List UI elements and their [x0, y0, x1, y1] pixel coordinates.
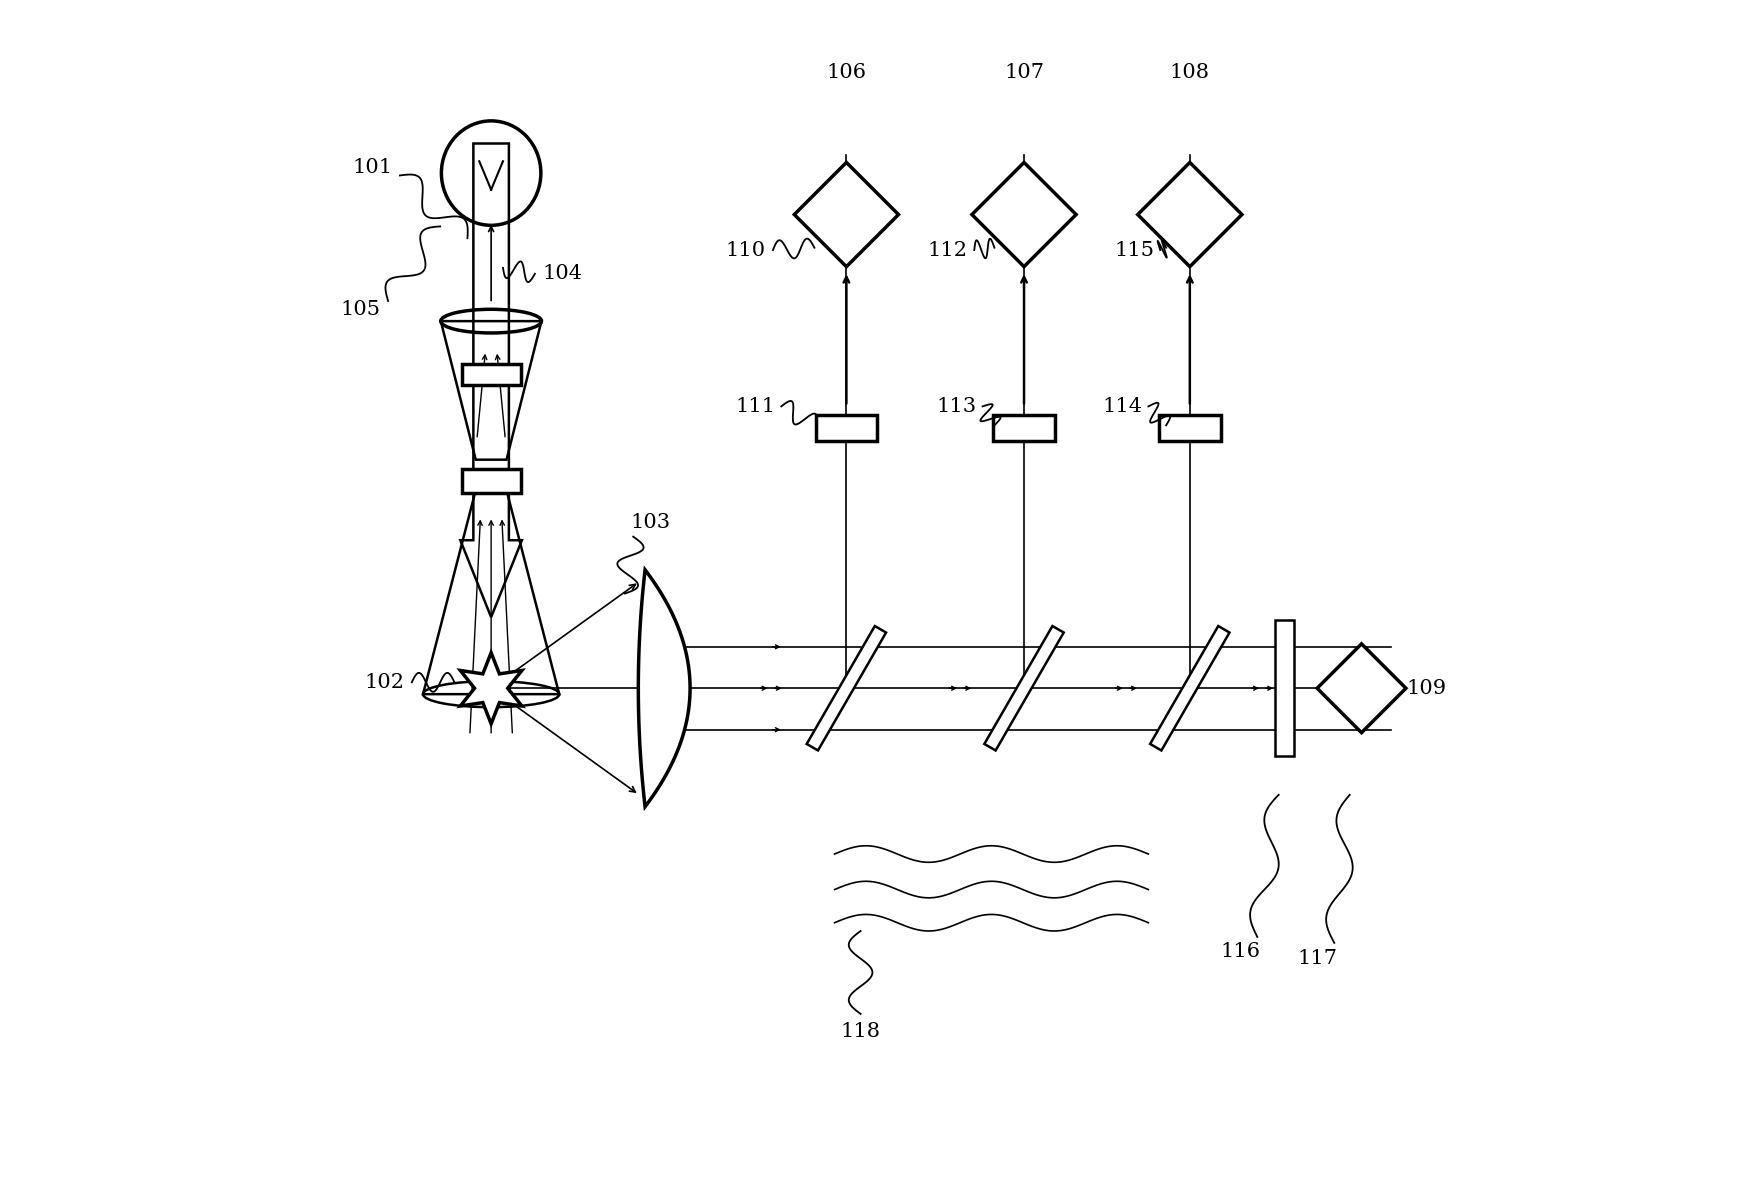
Text: 108: 108 [1170, 63, 1211, 82]
Polygon shape [794, 163, 899, 267]
Bar [1275, 620, 1295, 756]
Polygon shape [1149, 626, 1230, 750]
Polygon shape [461, 653, 522, 724]
Polygon shape [806, 626, 887, 750]
Text: 105: 105 [342, 300, 380, 319]
Text: 118: 118 [841, 1022, 881, 1041]
Text: 113: 113 [937, 396, 976, 415]
Text: 106: 106 [827, 63, 867, 82]
Text: 110: 110 [725, 241, 766, 260]
Bar [1160, 414, 1221, 440]
Polygon shape [638, 570, 690, 807]
Bar [461, 363, 520, 385]
Text: 101: 101 [352, 158, 392, 177]
Polygon shape [1137, 163, 1242, 267]
Text: 107: 107 [1004, 63, 1044, 82]
Polygon shape [461, 144, 522, 617]
Text: 114: 114 [1102, 396, 1142, 415]
Text: 116: 116 [1221, 941, 1261, 960]
Text: 102: 102 [364, 673, 405, 692]
Polygon shape [1318, 643, 1405, 732]
Polygon shape [972, 163, 1076, 267]
Text: 117: 117 [1298, 948, 1339, 967]
Bar [461, 469, 520, 493]
Text: 112: 112 [927, 241, 967, 260]
Bar [993, 414, 1055, 440]
Text: 115: 115 [1114, 241, 1155, 260]
Text: 103: 103 [631, 513, 671, 532]
Text: 109: 109 [1407, 679, 1447, 698]
Text: 111: 111 [736, 396, 776, 415]
Bar [816, 414, 878, 440]
Text: 104: 104 [541, 265, 582, 284]
Polygon shape [985, 626, 1063, 750]
